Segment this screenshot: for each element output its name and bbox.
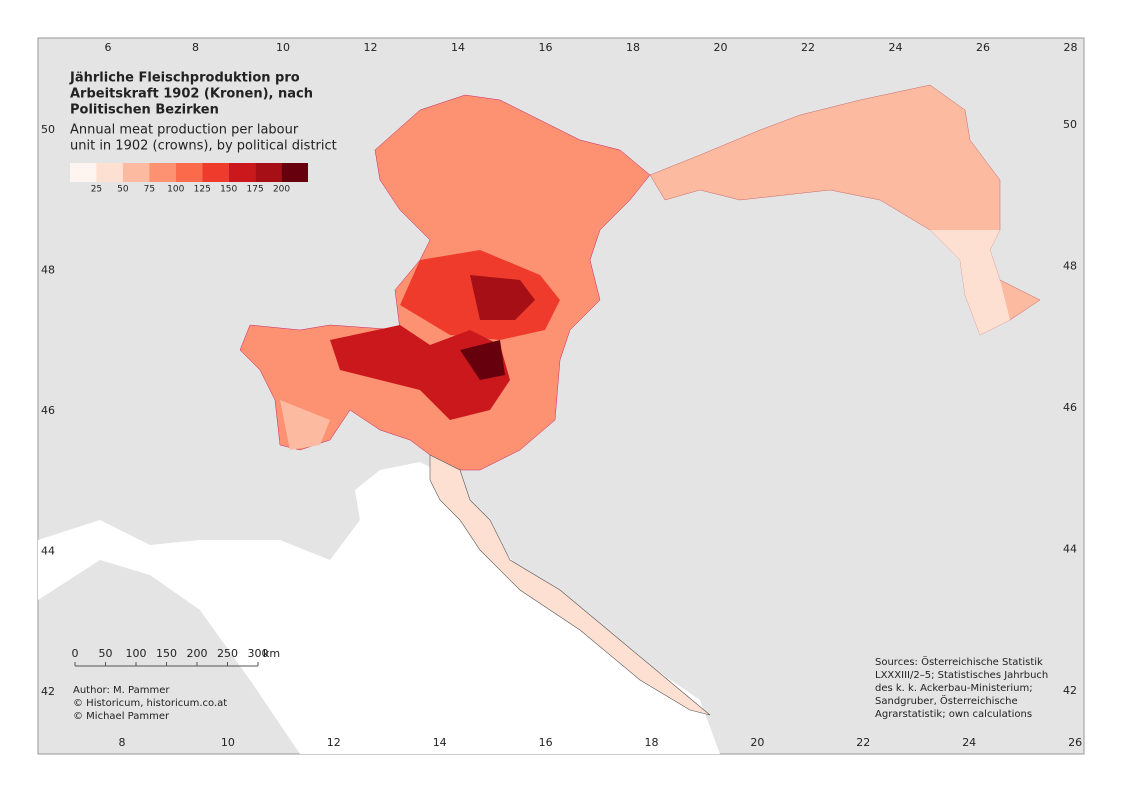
- scale-label: 200: [187, 647, 208, 660]
- sea: [38, 462, 720, 754]
- bottom-label: 8: [119, 736, 126, 749]
- legend-label: 50: [117, 185, 129, 195]
- left-label: 44: [41, 545, 55, 558]
- region-galicia: [649, 84, 1041, 336]
- top-label: 16: [539, 41, 553, 54]
- title-en: unit in 1902 (crowns), by political dist…: [70, 139, 337, 154]
- legend-swatch: [255, 163, 282, 182]
- legend-swatch: [228, 163, 256, 182]
- scale-label: 0: [72, 647, 79, 660]
- legend-label: 25: [91, 185, 102, 195]
- right-label: 48: [1063, 260, 1077, 273]
- legend: 25 50 75 100 125 150 175 200: [70, 163, 308, 195]
- legend-swatch: [202, 163, 229, 182]
- region-styria: [460, 340, 505, 380]
- scale-label: 50: [99, 647, 113, 660]
- legend-swatch: [281, 163, 308, 182]
- scale-label: 150: [156, 647, 177, 660]
- title-de: Politischen Bezirken: [70, 103, 219, 118]
- sources: LXXXIII/2–5; Statistisches Jahrbuch: [875, 670, 1048, 681]
- legend-label: 200: [273, 185, 290, 195]
- right-label: 44: [1063, 543, 1077, 556]
- title-de: Jährliche Fleischproduktion pro: [69, 71, 300, 86]
- legend-swatch: [96, 163, 123, 182]
- sources: Agrarstatistik; own calculations: [875, 709, 1032, 720]
- bottom-label: 16: [539, 736, 553, 749]
- region-bukovina: [930, 230, 1010, 335]
- author: © Historicum, historicum.co.at: [73, 698, 227, 709]
- top-label: 12: [364, 41, 378, 54]
- bottom-label: 22: [856, 736, 870, 749]
- region-dalmatia: [429, 454, 711, 716]
- author: Author: M. Pammer: [73, 685, 170, 696]
- right-label: 50: [1063, 118, 1077, 131]
- sources: des k. k. Ackerbau-Ministerium;: [875, 683, 1033, 694]
- top-label: 8: [192, 41, 199, 54]
- bottom-label: 10: [221, 736, 235, 749]
- bottom-label: 24: [962, 736, 976, 749]
- bottom-label: 14: [433, 736, 447, 749]
- top-label: 26: [976, 41, 990, 54]
- title-en: Annual meat production per labour: [70, 123, 299, 138]
- top-label: 24: [889, 41, 903, 54]
- top-label: 18: [626, 41, 640, 54]
- bottom-label: 20: [750, 736, 764, 749]
- legend-label: 150: [220, 185, 237, 195]
- bottom-label: 18: [645, 736, 659, 749]
- top-label: 28: [1064, 41, 1078, 54]
- sources: Sandgruber, Österreichische: [875, 694, 1018, 707]
- bottom-label: 26: [1068, 736, 1082, 749]
- top-label: 6: [105, 41, 112, 54]
- scale-label: 300: [248, 647, 269, 660]
- scale-unit: km: [263, 647, 280, 660]
- legend-swatch: [175, 163, 203, 182]
- legend-swatch: [149, 163, 176, 182]
- left-label: 46: [41, 404, 55, 417]
- region-core: [470, 275, 535, 320]
- left-label: 48: [41, 264, 55, 277]
- title-de: Arbeitskraft 1902 (Kronen), nach: [70, 87, 313, 102]
- right-label: 46: [1063, 401, 1077, 414]
- left-label: 50: [41, 123, 55, 136]
- top-label: 14: [451, 41, 465, 54]
- author: © Michael Pammer: [73, 711, 170, 722]
- scale-label: 100: [126, 647, 147, 660]
- legend-label: 175: [247, 185, 264, 195]
- top-label: 22: [801, 41, 815, 54]
- region-tyrol-south: [280, 400, 330, 450]
- right-label: 42: [1063, 684, 1077, 697]
- scale-label: 250: [217, 647, 238, 660]
- left-label: 42: [41, 685, 55, 698]
- top-label: 20: [714, 41, 728, 54]
- legend-swatch: [122, 163, 150, 182]
- sources: Sources: Österreichische Statistik: [875, 655, 1043, 668]
- legend-label: 75: [144, 185, 155, 195]
- top-label: 10: [276, 41, 290, 54]
- legend-label: 100: [167, 185, 184, 195]
- legend-swatch: [70, 163, 97, 182]
- bottom-label: 12: [327, 736, 341, 749]
- legend-label: 125: [194, 185, 211, 195]
